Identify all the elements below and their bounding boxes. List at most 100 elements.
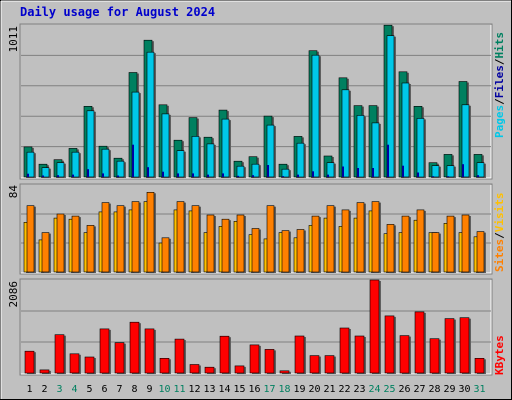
sites-bar bbox=[311, 215, 320, 273]
sites-bar bbox=[176, 201, 185, 273]
kbytes-bar bbox=[249, 344, 260, 374]
kbytes-bar bbox=[399, 335, 410, 374]
hits-bar bbox=[176, 150, 185, 178]
day-label: 1 bbox=[26, 384, 32, 395]
hits-bar bbox=[26, 151, 35, 178]
hits-bar bbox=[431, 165, 440, 178]
sites-bar bbox=[461, 214, 470, 273]
pages-bar bbox=[342, 166, 344, 177]
day-label: 16 bbox=[248, 384, 260, 395]
sites-bar bbox=[161, 237, 170, 273]
kbytes-bar bbox=[324, 355, 335, 374]
legend-hits: Hits bbox=[493, 32, 506, 59]
bottom-ymax-label: 2086 bbox=[7, 281, 20, 308]
legend-sep: / bbox=[493, 232, 506, 239]
hits-bar bbox=[56, 162, 65, 178]
hits-bar bbox=[236, 165, 245, 178]
hits-bar bbox=[416, 118, 425, 178]
kbytes-bar bbox=[339, 327, 350, 374]
sites-bar bbox=[281, 230, 290, 273]
pages-bar bbox=[297, 174, 299, 177]
kbytes-bar bbox=[369, 279, 380, 374]
sites-bar bbox=[101, 202, 110, 273]
hits-bar bbox=[356, 115, 365, 178]
day-label: 20 bbox=[308, 384, 320, 395]
x-axis-labels: 1 2 3 4 5 6 7 8 9 10 11 12 13 14 15 16 17 18 19 20 21 22 23 24 2… bbox=[26, 384, 485, 395]
sites-bar bbox=[251, 228, 260, 273]
sites-bar bbox=[221, 218, 230, 273]
hits-bar bbox=[311, 54, 320, 178]
pages-bar bbox=[177, 173, 179, 177]
kbytes-bar bbox=[114, 342, 125, 374]
pages-bar bbox=[27, 173, 29, 177]
day-label: 24 bbox=[368, 384, 380, 395]
pages-bar bbox=[387, 144, 389, 177]
day-label: 10 bbox=[158, 384, 170, 395]
day-label: 31 bbox=[473, 384, 485, 395]
day-label: 26 bbox=[398, 384, 410, 395]
kbytes-bar bbox=[459, 317, 470, 374]
pages-bar bbox=[402, 165, 404, 177]
hits-bar bbox=[146, 51, 155, 178]
hits-bar bbox=[326, 162, 335, 178]
sites-bar bbox=[56, 213, 65, 273]
kbytes-bar bbox=[474, 357, 485, 374]
day-label: 6 bbox=[101, 384, 107, 395]
kbytes-bar bbox=[24, 350, 35, 374]
day-label: 22 bbox=[338, 384, 350, 395]
sites-bar bbox=[431, 232, 440, 273]
sites-bar bbox=[41, 232, 50, 273]
hits-bar bbox=[221, 118, 230, 178]
hits-bar bbox=[386, 35, 395, 178]
kbytes-bar bbox=[99, 328, 110, 374]
hits-bar bbox=[116, 160, 125, 178]
hits-bar bbox=[41, 167, 50, 178]
pages-bar bbox=[192, 173, 194, 177]
day-label: 30 bbox=[458, 384, 470, 395]
day-label: 29 bbox=[443, 384, 455, 395]
hits-bar bbox=[476, 162, 485, 178]
pages-bar bbox=[372, 168, 374, 177]
sites-bar bbox=[116, 205, 125, 273]
sites-bar bbox=[71, 215, 80, 273]
sites-bar bbox=[446, 215, 455, 273]
day-label: 13 bbox=[203, 384, 215, 395]
hits-bar bbox=[206, 143, 215, 178]
kbytes-bar bbox=[204, 366, 215, 374]
sites-bar bbox=[266, 205, 275, 273]
sites-bar bbox=[86, 225, 95, 273]
hits-bar bbox=[266, 124, 275, 178]
day-label: 27 bbox=[413, 384, 425, 395]
pages-bar bbox=[117, 175, 119, 177]
kbytes-bar bbox=[69, 353, 80, 374]
pages-bar bbox=[147, 167, 149, 177]
kbytes-bar bbox=[294, 335, 305, 374]
kbytes-bar bbox=[54, 334, 65, 374]
pages-bar bbox=[72, 174, 74, 177]
sites-bar bbox=[371, 201, 380, 273]
day-label: 25 bbox=[383, 384, 395, 395]
kbytes-bar bbox=[144, 328, 155, 374]
hits-bar bbox=[461, 104, 470, 178]
hits-bar bbox=[401, 82, 410, 178]
kbytes-bar bbox=[264, 349, 275, 374]
sites-bar bbox=[191, 205, 200, 273]
pages-bar bbox=[57, 175, 59, 177]
pages-bar bbox=[132, 144, 134, 177]
pages-bar bbox=[477, 175, 479, 177]
sites-bar bbox=[401, 215, 410, 273]
legend-sep: / bbox=[493, 58, 506, 65]
hits-bar bbox=[281, 168, 290, 178]
day-label: 11 bbox=[173, 384, 185, 395]
sites-bar bbox=[416, 209, 425, 273]
hits-bar bbox=[131, 91, 140, 178]
pages-bar bbox=[432, 176, 434, 177]
pages-bar bbox=[162, 171, 164, 177]
pages-bar bbox=[282, 176, 284, 177]
hits-bar bbox=[341, 89, 350, 178]
day-label: 12 bbox=[188, 384, 200, 395]
kbytes-bar bbox=[39, 369, 50, 374]
pages-bar bbox=[462, 164, 464, 177]
pages-bar bbox=[312, 171, 314, 177]
